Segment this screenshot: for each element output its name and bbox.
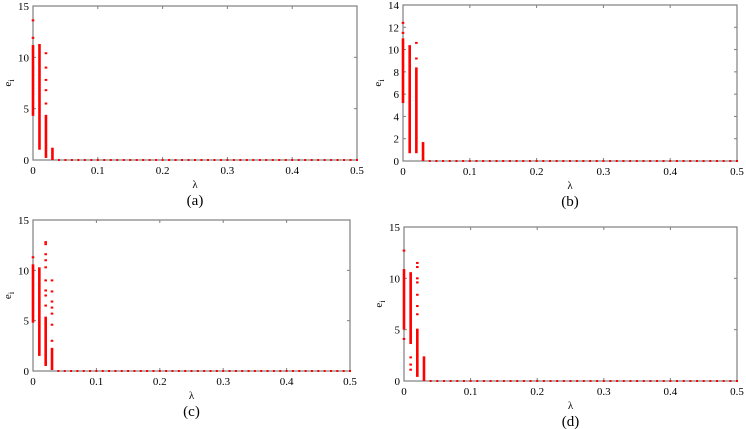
panel-label: (c) — [183, 404, 200, 420]
x-tick-label: 0.3 — [221, 165, 235, 177]
x-tick-label: 0.5 — [350, 165, 364, 177]
y-tick-label: 10 — [18, 52, 30, 64]
x-tick-label: 0.3 — [597, 166, 611, 178]
y-tick-label: 0 — [24, 366, 30, 378]
scatter-points — [31, 241, 351, 372]
y-tick-label: 0 — [395, 376, 401, 388]
y-tick-label: 6 — [394, 89, 400, 101]
y-tick-label: 10 — [18, 265, 30, 277]
y-tick-label: 8 — [394, 67, 400, 79]
x-tick-label: 0.1 — [91, 165, 105, 177]
y-tick-label: 5 — [24, 104, 30, 116]
y-tick-label: 15 — [18, 215, 30, 227]
x-tick-label: 0.2 — [530, 166, 544, 178]
x-axis-label: λ — [567, 180, 573, 192]
panel-label: (a) — [187, 193, 204, 209]
x-tick-label: 0 — [401, 386, 407, 398]
x-axis-label: λ — [568, 400, 574, 412]
x-tick-label: 0.1 — [90, 376, 104, 388]
chart-panel-d: 0 0.1 0.2 0.3 0.4 0.5 0 5 10 15 ei λ (d) — [373, 222, 744, 429]
y-tick-label: 4 — [394, 111, 400, 123]
plot-area — [403, 226, 738, 382]
scatter-points — [401, 21, 738, 162]
x-tick-label: 0.2 — [530, 386, 544, 398]
y-axis-label: ei — [372, 79, 386, 87]
y-tick-label: 12 — [388, 22, 399, 34]
x-tick-label: 0.4 — [285, 165, 299, 177]
y-axis-label: ei — [2, 79, 16, 87]
x-tick-label: 0 — [30, 165, 36, 177]
y-tick-label: 15 — [18, 1, 30, 13]
y-axis-label: ei — [2, 291, 16, 299]
x-tick-label: 0.2 — [153, 376, 167, 388]
panel-label: (b) — [561, 194, 579, 210]
plot-area — [32, 219, 351, 372]
y-axis-label: ei — [373, 300, 387, 308]
x-tick-label: 0.1 — [463, 166, 477, 178]
x-tick-label: 0 — [30, 376, 36, 388]
scatter-points — [402, 249, 738, 382]
y-tick-label: 15 — [389, 222, 401, 234]
y-tick-label: 14 — [388, 0, 400, 12]
plot-area — [32, 5, 358, 161]
y-tick-label: 5 — [24, 316, 30, 328]
y-tick-label: 10 — [389, 273, 401, 285]
x-tick-label: 0.1 — [464, 386, 478, 398]
x-tick-label: 0.5 — [730, 166, 744, 178]
x-axis-label: λ — [192, 179, 198, 191]
panel-label: (d) — [562, 414, 580, 429]
x-tick-label: 0.4 — [664, 386, 678, 398]
x-axis-label: λ — [189, 390, 195, 402]
y-tick-label: 10 — [388, 45, 400, 57]
plot-area — [402, 4, 738, 162]
x-tick-label: 0.3 — [216, 376, 230, 388]
x-tick-label: 0.2 — [156, 165, 170, 177]
x-tick-label: 0.4 — [280, 376, 294, 388]
x-tick-label: 0.3 — [597, 386, 611, 398]
scatter-points — [31, 19, 358, 161]
y-tick-label: 0 — [24, 155, 30, 167]
chart-panel-a: 0 0.1 0.2 0.3 0.4 0.5 0 5 10 15 ei λ (a) — [2, 1, 364, 209]
y-tick-label: 5 — [395, 325, 401, 337]
chart-panel-c: 0 0.1 0.2 0.3 0.4 0.5 0 5 10 15 ei λ (c) — [2, 215, 357, 420]
x-tick-label: 0.5 — [730, 386, 744, 398]
chart-panel-b: 0 0.1 0.2 0.3 0.4 0.5 0 2 4 6 8 10 12 14 ei λ (b) — [372, 0, 744, 210]
x-tick-label: 0 — [400, 166, 406, 178]
y-tick-label: 2 — [394, 134, 400, 146]
x-tick-label: 0.4 — [663, 166, 677, 178]
y-tick-label: 0 — [394, 156, 400, 168]
x-tick-label: 0.5 — [343, 376, 357, 388]
